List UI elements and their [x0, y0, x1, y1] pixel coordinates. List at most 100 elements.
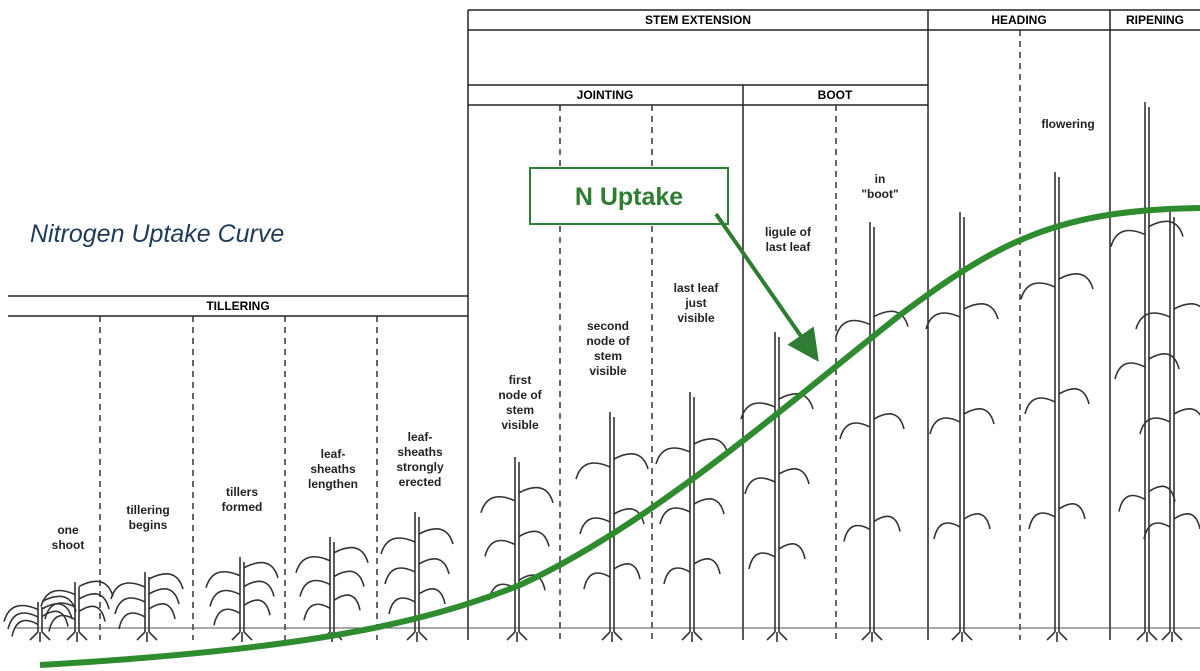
stage-label-line: flowering: [1041, 117, 1094, 131]
plant-leaf: [660, 499, 724, 524]
plant-root: [767, 632, 787, 642]
plant-leaf: [576, 454, 648, 479]
plant-stem: [330, 537, 334, 632]
callout-label: N Uptake: [575, 183, 683, 211]
plant-leaf: [1111, 221, 1183, 246]
plant-root: [232, 632, 252, 642]
plant-leaf: [930, 409, 994, 434]
stage-label-line: formed: [222, 500, 263, 514]
stage-label-line: stem: [594, 349, 622, 363]
plant-leaf: [1144, 514, 1200, 539]
stage-label-line: one: [57, 523, 79, 537]
plant-leaf: [1021, 274, 1093, 299]
plant-root: [952, 632, 972, 642]
plant-stem: [610, 412, 614, 632]
plant-leaf: [41, 581, 113, 606]
stage-label: flowering: [1041, 117, 1094, 131]
stage-label-line: node of: [586, 334, 630, 348]
plant-stem: [515, 457, 519, 632]
plant-leaf: [481, 488, 553, 513]
plant-root: [67, 632, 87, 642]
stage-label-line: "boot": [861, 187, 898, 201]
plant-leaf: [214, 600, 270, 625]
stage-label-line: first: [509, 373, 532, 387]
plant-leaf: [1029, 504, 1085, 529]
plant-leaf: [304, 595, 360, 620]
plant-root: [1162, 632, 1182, 642]
subphase-label: BOOT: [818, 88, 853, 102]
stage-label-line: second: [587, 319, 629, 333]
plant-leaf: [749, 544, 805, 569]
stage-label-line: stem: [506, 403, 534, 417]
stage-label-line: leaf-: [321, 447, 346, 461]
stage-label: in"boot": [861, 172, 898, 201]
plant-root: [137, 632, 157, 642]
plant-leaf: [664, 559, 720, 584]
plant-stem: [1170, 212, 1174, 632]
subphase-label: JOINTING: [577, 88, 634, 102]
stage-label-line: last leaf: [766, 240, 812, 254]
stage-label-line: visible: [501, 418, 539, 432]
plant-leaf: [119, 604, 175, 629]
plant-stem: [775, 332, 779, 632]
plant-leaf: [296, 548, 368, 573]
stage-label-line: leaf-: [408, 430, 433, 444]
stage-label-line: tillers: [226, 485, 258, 499]
plant-leaf: [840, 414, 904, 439]
plant-leaf: [115, 589, 179, 614]
plant-root: [682, 632, 702, 642]
plant-leaf: [385, 559, 449, 584]
plant-leaf: [934, 514, 990, 539]
plant-leaf: [584, 564, 640, 589]
phase-label: TILLERING: [206, 299, 269, 313]
plant-stem: [870, 222, 874, 632]
stage-label-line: sheaths: [310, 462, 356, 476]
plant-leaf: [485, 531, 549, 556]
plant-root: [507, 632, 527, 642]
stage-label-line: erected: [399, 475, 442, 489]
stage-label-line: visible: [589, 364, 627, 378]
plant-root: [407, 632, 427, 642]
stage-label-line: in: [875, 172, 886, 186]
plant-leaf: [926, 304, 998, 329]
plant-leaf: [381, 529, 453, 554]
plant-stem: [690, 392, 694, 632]
stage-label-line: node of: [498, 388, 542, 402]
growth-stage-diagram: Nitrogen Uptake Curve TILLERING STEM EXT…: [0, 0, 1200, 671]
stage-label-line: just: [684, 296, 706, 310]
diagram-title: Nitrogen Uptake Curve: [30, 220, 284, 248]
stage-label-line: begins: [129, 518, 168, 532]
stage-label-line: visible: [677, 311, 715, 325]
phase-label: RIPENING: [1126, 13, 1184, 27]
stage-label-line: lengthen: [308, 477, 358, 491]
stage-label-line: ligule of: [765, 225, 812, 239]
phase-label: STEM EXTENSION: [645, 13, 751, 27]
stage-label-line: sheaths: [397, 445, 443, 459]
plant-root: [862, 632, 882, 642]
stage-label-line: tillering: [126, 503, 169, 517]
stage-label-line: strongly: [396, 460, 444, 474]
plant-leaf: [1025, 389, 1089, 414]
phase-label: HEADING: [991, 13, 1046, 27]
plant-stem: [240, 557, 244, 632]
plant-stem: [145, 572, 149, 632]
stage-label: tilleringbegins: [126, 503, 169, 532]
plant-stem: [1145, 102, 1149, 632]
plant-leaf: [300, 571, 364, 596]
plant-leaf: [1119, 486, 1175, 511]
plant-leaf: [111, 574, 183, 599]
stage-label-line: last leaf: [674, 281, 720, 295]
plant-stem: [75, 582, 79, 632]
plant-stem: [415, 512, 419, 632]
plant-root: [602, 632, 622, 642]
plant-leaf: [8, 604, 72, 629]
plant-leaf: [745, 469, 809, 494]
